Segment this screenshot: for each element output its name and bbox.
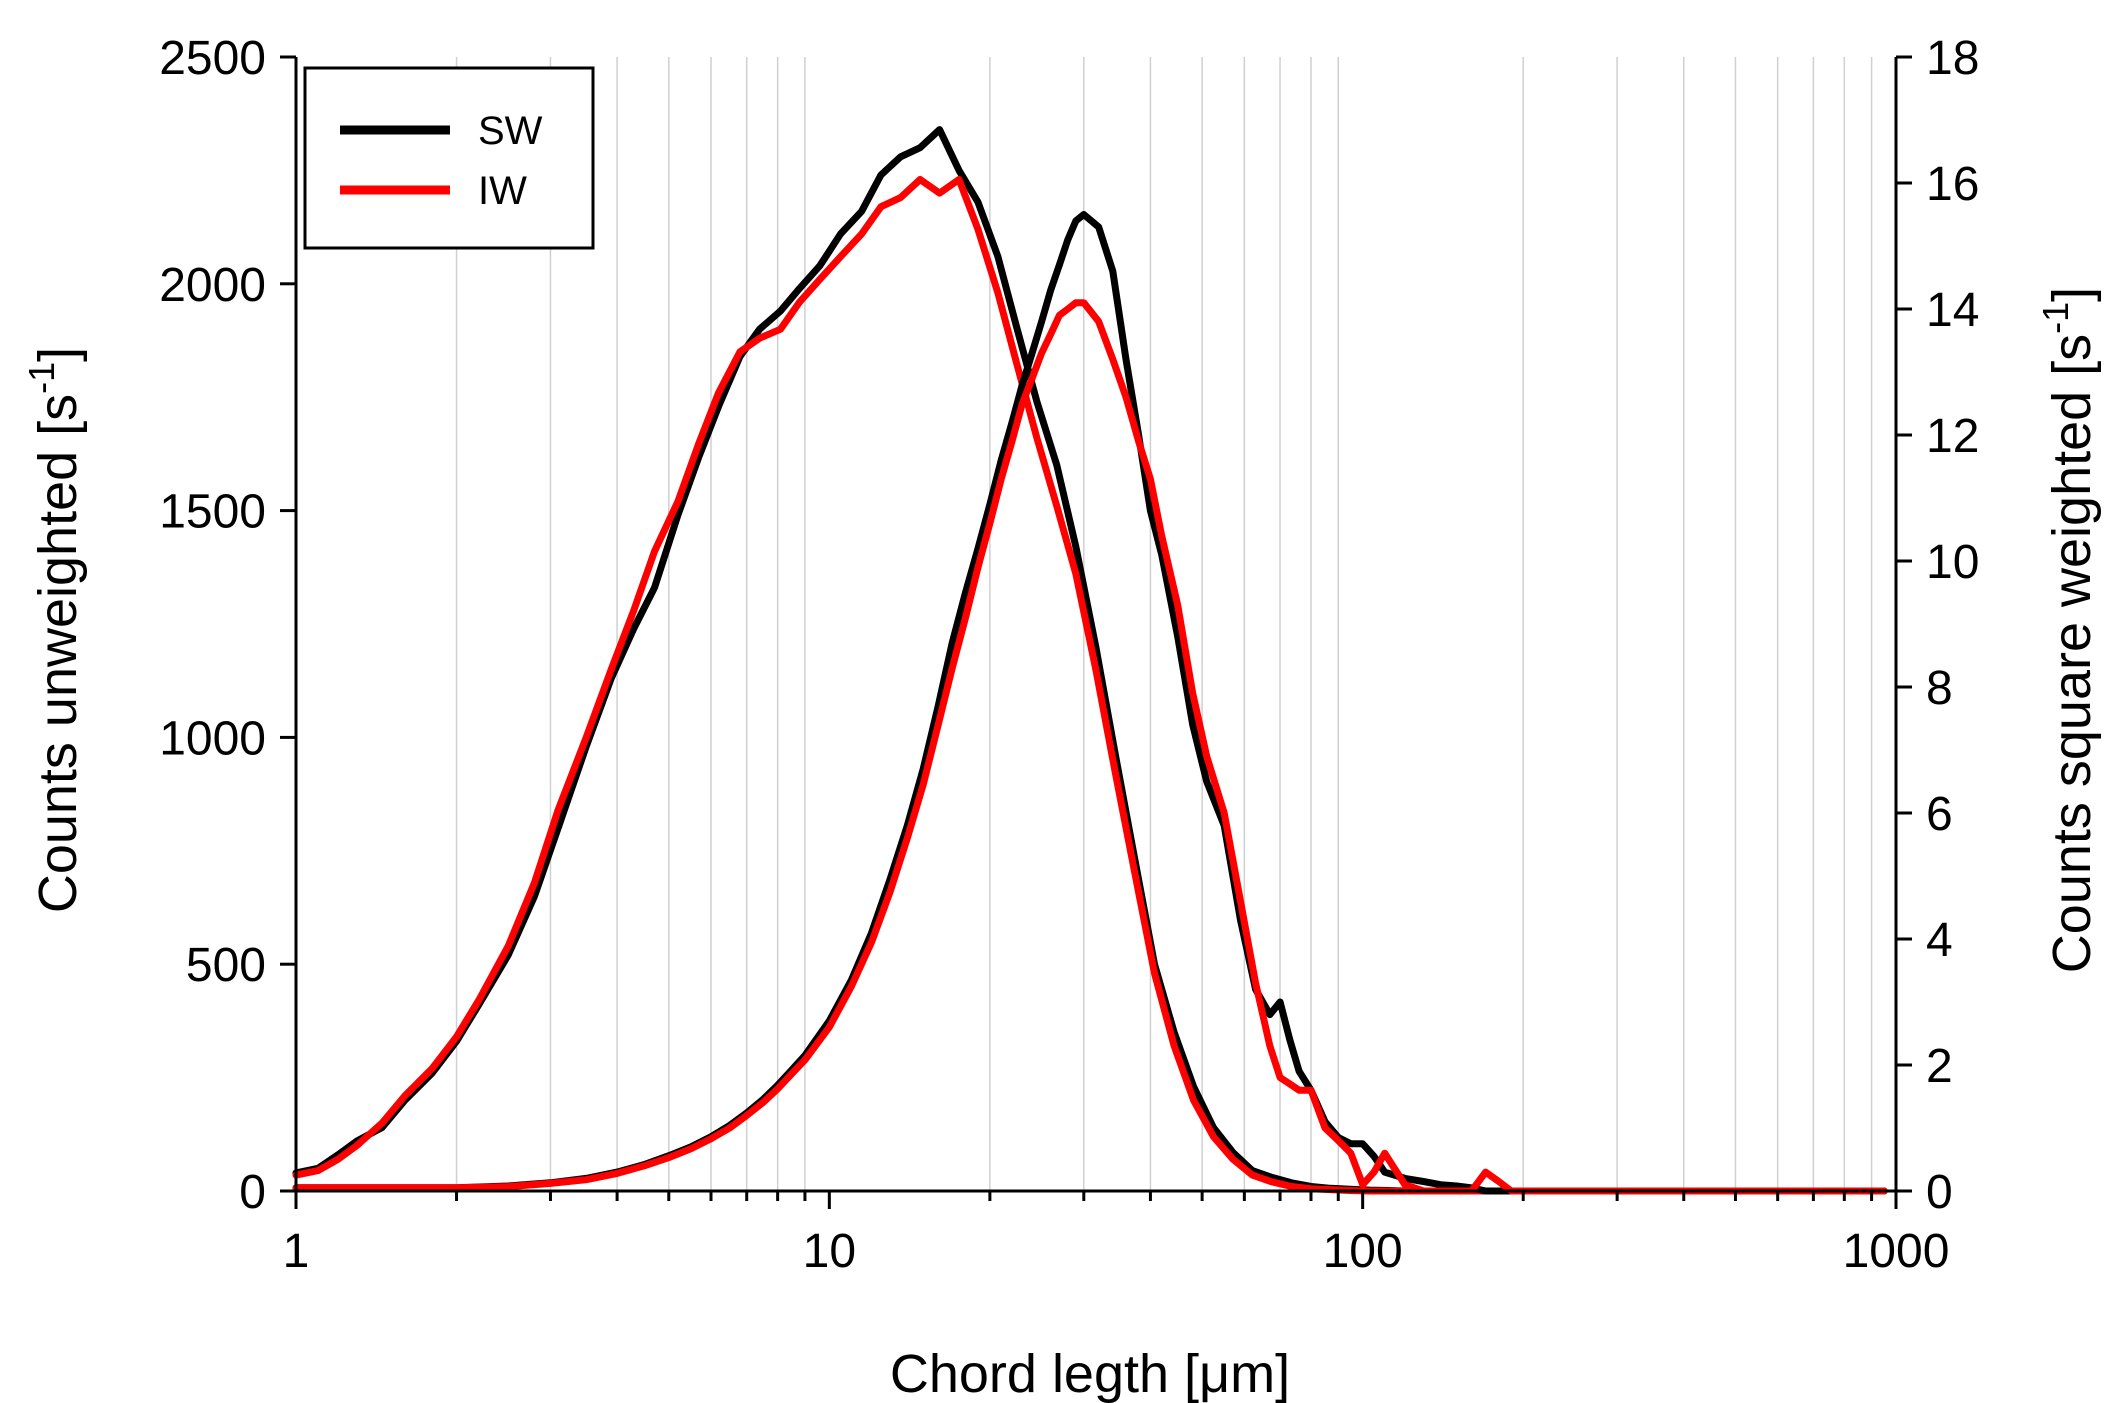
y-left-title-tail: ] xyxy=(28,347,88,362)
y-right-title-main: Counts square weighted [s xyxy=(2042,334,2102,973)
legend-box xyxy=(303,66,595,250)
svg-text:Counts unweighted [s-1]: Counts unweighted [s-1] xyxy=(21,347,88,913)
y-right-tick-label: 14 xyxy=(1926,284,1979,337)
y-left-tick-label: 1000 xyxy=(159,712,266,765)
legend-label-sw: SW xyxy=(478,109,543,153)
y-left-tick-label: 500 xyxy=(186,939,266,992)
y-right-tick-label: 4 xyxy=(1926,914,1953,967)
axes-group xyxy=(294,57,1898,1193)
y-right-tick-label: 16 xyxy=(1926,158,1979,211)
x-tick-label: 1 xyxy=(283,1225,310,1278)
y-left-axis-title: Counts unweighted [s-1] xyxy=(21,347,88,913)
legend: SW IW xyxy=(303,66,595,250)
x-axis-title: Chord legth [μm] xyxy=(890,1344,1290,1403)
y-right-tick-label: 0 xyxy=(1926,1166,1953,1219)
y-left-tick-label: 0 xyxy=(239,1166,266,1219)
y-right-tick-label: 12 xyxy=(1926,410,1979,463)
y-left-title-main: Counts unweighted [s xyxy=(28,394,88,913)
y-right-title-sup: -1 xyxy=(2035,302,2076,334)
y-left-tick-label: 2000 xyxy=(159,259,266,312)
y-left-tick-label: 2500 xyxy=(159,32,266,85)
y-left-title-sup: -1 xyxy=(21,362,62,394)
y-right-tick-label: 18 xyxy=(1926,32,1979,85)
series-line-iw-right xyxy=(292,299,1888,1195)
y-right-tick-label: 8 xyxy=(1926,662,1953,715)
legend-label-iw: IW xyxy=(478,169,527,213)
x-tick-label: 10 xyxy=(803,1225,856,1278)
y-right-tick-label: 2 xyxy=(1926,1040,1953,1093)
y-right-tick-label: 6 xyxy=(1926,788,1953,841)
y-right-title-tail: ] xyxy=(2042,287,2102,302)
ticks-group: 0 500 1000 1500 2000 2500 0 2 4 6 8 10 12 14 16 18 1 10 10… xyxy=(159,32,1979,1278)
svg-text:Counts square weighted [s-1]: Counts square weighted [s-1] xyxy=(2035,287,2102,973)
x-tick-label: 1000 xyxy=(1843,1225,1950,1278)
x-tick-label: 100 xyxy=(1323,1225,1403,1278)
y-right-tick-label: 10 xyxy=(1926,536,1979,589)
y-left-tick-label: 1500 xyxy=(159,486,266,539)
y-right-axis-title: Counts square weighted [s-1] xyxy=(2035,287,2102,973)
